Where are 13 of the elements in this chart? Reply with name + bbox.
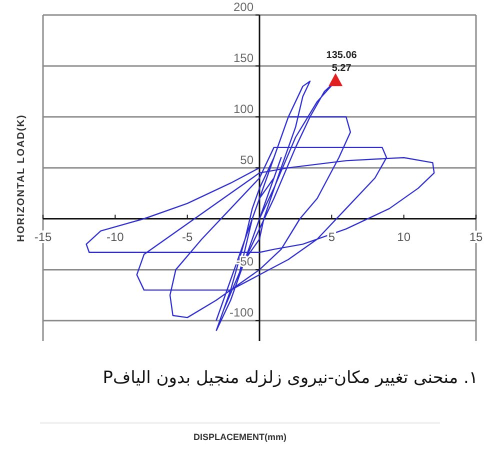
y-tick-label: -100 <box>229 306 254 320</box>
x-tick-label: 10 <box>397 230 411 244</box>
y-tick-label: 100 <box>233 102 254 116</box>
annotation: 5.27 <box>332 63 352 74</box>
text: ۱. منحنی تغییر مکان-نیروی زلزله منجیل بدون الیافP <box>102 368 478 388</box>
y-tick-label: 200 <box>233 0 254 14</box>
y-axis-title: HORIZONTAL LOAD(K) <box>16 114 27 242</box>
y-tick-label: 50 <box>240 152 254 167</box>
annotation: 135.06 <box>326 50 358 62</box>
text: DISPLACEMENT(mm) <box>193 432 287 442</box>
x-tick-label: -10 <box>106 230 124 244</box>
y-tick-label: 150 <box>233 50 254 65</box>
x-tick-label: -5 <box>182 230 193 244</box>
